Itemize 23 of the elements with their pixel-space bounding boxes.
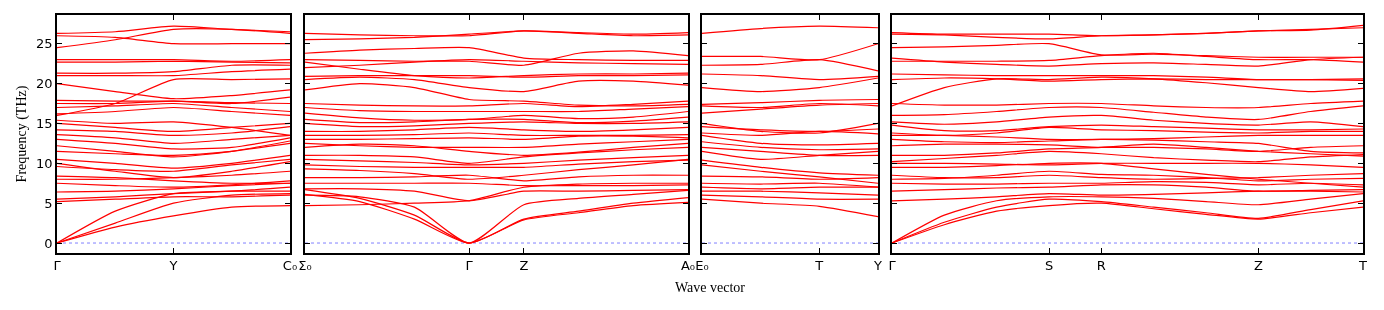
y-tick-label: 10 <box>36 155 53 171</box>
x-tick-label: Z <box>519 258 529 274</box>
x-tick-label: Σ₀ <box>298 258 312 274</box>
x-tick-label: Y <box>168 258 178 274</box>
x-tick-label: E₀ <box>695 258 709 274</box>
x-tick-label: S <box>1044 258 1054 274</box>
x-tick-label: C₀ <box>282 258 298 274</box>
x-axis-title: Wave vector <box>675 280 746 295</box>
x-tick-label: Γ <box>465 258 474 274</box>
x-tick-label: Γ <box>53 258 62 274</box>
y-tick-label: 0 <box>44 235 53 251</box>
y-tick-label: 15 <box>36 115 53 131</box>
y-axis-title: Frequency (THz) <box>14 85 31 183</box>
x-tick-label: A₀ <box>680 258 696 274</box>
x-tick-label: R <box>1096 258 1106 274</box>
y-tick-label: 20 <box>36 76 53 92</box>
x-tick-label: T <box>814 258 824 274</box>
y-tick-label: 5 <box>44 195 53 211</box>
x-tick-label: Y <box>873 258 883 274</box>
x-tick-label: T <box>1358 258 1368 274</box>
x-tick-label: Z <box>1253 258 1263 274</box>
y-tick-label: 25 <box>36 36 53 52</box>
x-tick-label: Γ <box>888 258 897 274</box>
